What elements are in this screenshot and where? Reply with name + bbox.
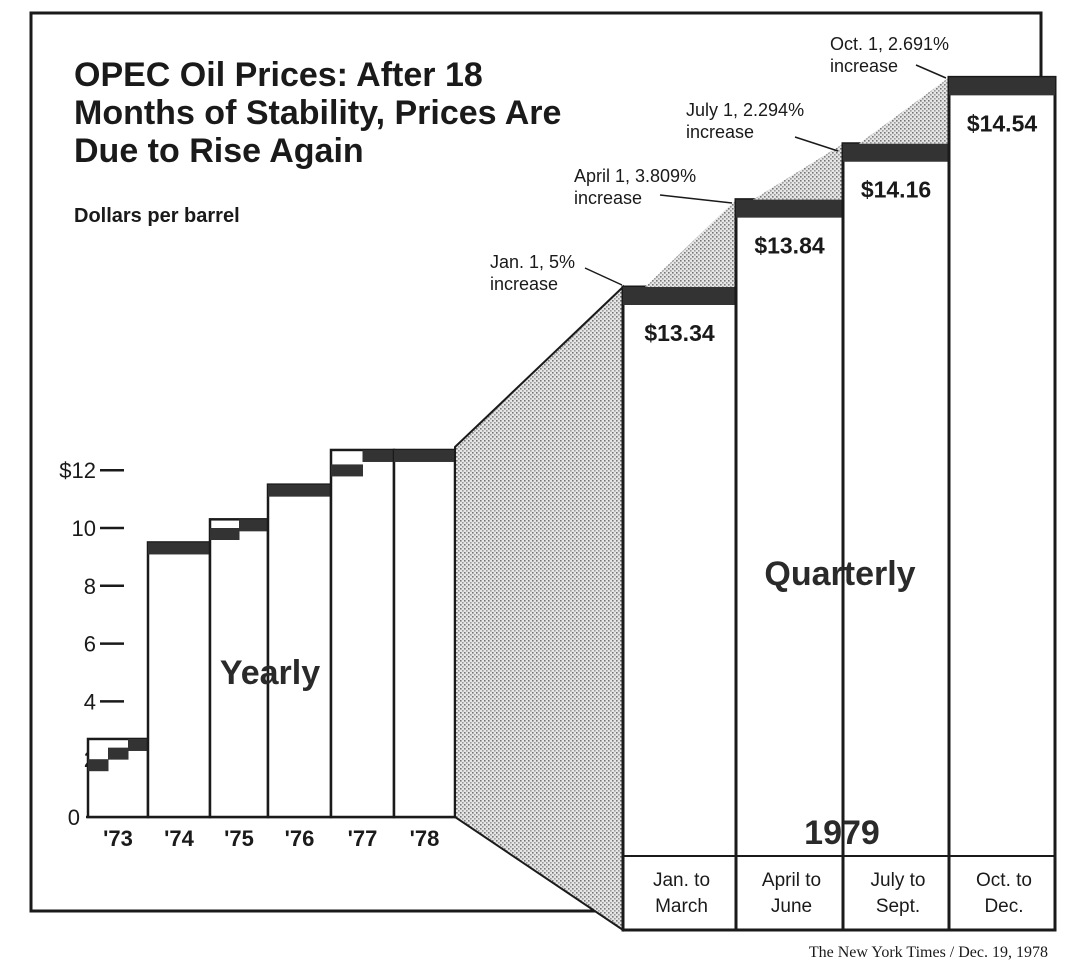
x-tick-label: '75 [224, 826, 254, 851]
quarterly-step-band [949, 77, 1055, 96]
quarterly-label: Quarterly [764, 555, 915, 593]
increase-annotation: increase [686, 122, 754, 142]
x-tick-label: '74 [164, 826, 194, 851]
increase-wedge [752, 143, 843, 200]
bar-data-label: $14.16 [861, 177, 931, 203]
yearly-bar [329, 448, 396, 819]
quarter-category-label: Sept. [876, 896, 920, 917]
yearly-label: Yearly [220, 654, 320, 692]
increase-annotation: increase [830, 56, 898, 76]
yearly-bar [86, 737, 150, 819]
annotation-leader-line [915, 64, 947, 79]
quarterly-step-band [623, 287, 736, 305]
yearly-step-band [108, 747, 129, 760]
increase-annotation: April 1, 3.809% [574, 166, 696, 186]
yearly-step-band [88, 759, 109, 772]
quarterly-bar [734, 198, 845, 932]
yearly-step-band [362, 449, 395, 462]
yearly-step-band [148, 542, 211, 555]
increase-annotation: July 1, 2.294% [686, 100, 804, 120]
x-tick-label: '78 [410, 826, 440, 851]
yearly-step-band [239, 519, 269, 532]
chart-subtitle: Dollars per barrel [74, 205, 240, 227]
yearly-step-band [394, 449, 456, 462]
quarterly-bar [621, 285, 738, 932]
yearly-step-band [128, 738, 149, 751]
chart-title: OPEC Oil Prices: After 18 Months of Stab… [74, 56, 571, 170]
title-line-1: OPEC Oil Prices: After 18 [74, 56, 483, 94]
yearly-bar [392, 448, 457, 819]
annotation-leader-line [584, 267, 623, 286]
quarterly-bar [947, 75, 1057, 932]
x-tick-label: '73 [103, 826, 133, 851]
y-tick-label: 6 [84, 632, 96, 657]
yearly-step-band [210, 528, 240, 540]
y-tick-label: $12 [59, 458, 96, 483]
quarterly-step-band [843, 143, 949, 162]
increase-annotation: Oct. 1, 2.691% [830, 34, 949, 54]
quarter-category-label: Dec. [984, 896, 1023, 917]
quarter-category-label: June [771, 896, 812, 917]
title-line-3: Due to Rise Again [74, 132, 364, 170]
increase-wedge [645, 199, 736, 287]
yearly-step-band [331, 464, 363, 477]
annotation-leader-line [659, 194, 733, 204]
yearly-bar [266, 483, 333, 819]
quarterly-step-band [736, 199, 843, 218]
yearly-bar [146, 541, 212, 819]
quarterly-bar [841, 142, 951, 932]
y-tick-label: 10 [72, 516, 96, 541]
title-line-2: Months of Stability, Prices Are [74, 94, 561, 132]
bar-data-label: $14.54 [967, 110, 1038, 136]
yearly-bar [208, 518, 270, 819]
quarterly-panel: $13.34 Jan. to March $13.84 April to June $14.… [454, 34, 1057, 932]
annotation-leader-line [794, 136, 839, 152]
increase-annotation: increase [490, 274, 558, 294]
quarter-category-label: Oct. to [976, 870, 1032, 891]
increase-annotation: Jan. 1, 5% [490, 252, 575, 272]
bar-data-label: $13.34 [644, 320, 715, 346]
quarter-category-label: March [655, 896, 708, 917]
y-tick-label: 8 [84, 574, 96, 599]
bar-data-label: $13.84 [754, 233, 825, 259]
quarter-category-label: Jan. to [653, 870, 710, 891]
y-tick-label: 0 [68, 805, 80, 830]
increase-annotation: increase [574, 188, 642, 208]
yearly-step-band [268, 484, 332, 497]
increase-wedge [858, 77, 949, 144]
source-credit: The New York Times / Dec. 19, 1978 [809, 944, 1048, 961]
quarter-category-label: April to [762, 870, 821, 891]
quarter-category-label: July to [871, 870, 926, 891]
x-tick-label: '77 [348, 826, 378, 851]
x-tick-label: '76 [285, 826, 315, 851]
y-tick-label: 4 [84, 689, 96, 714]
year-1979-label: 1979 [804, 814, 880, 852]
